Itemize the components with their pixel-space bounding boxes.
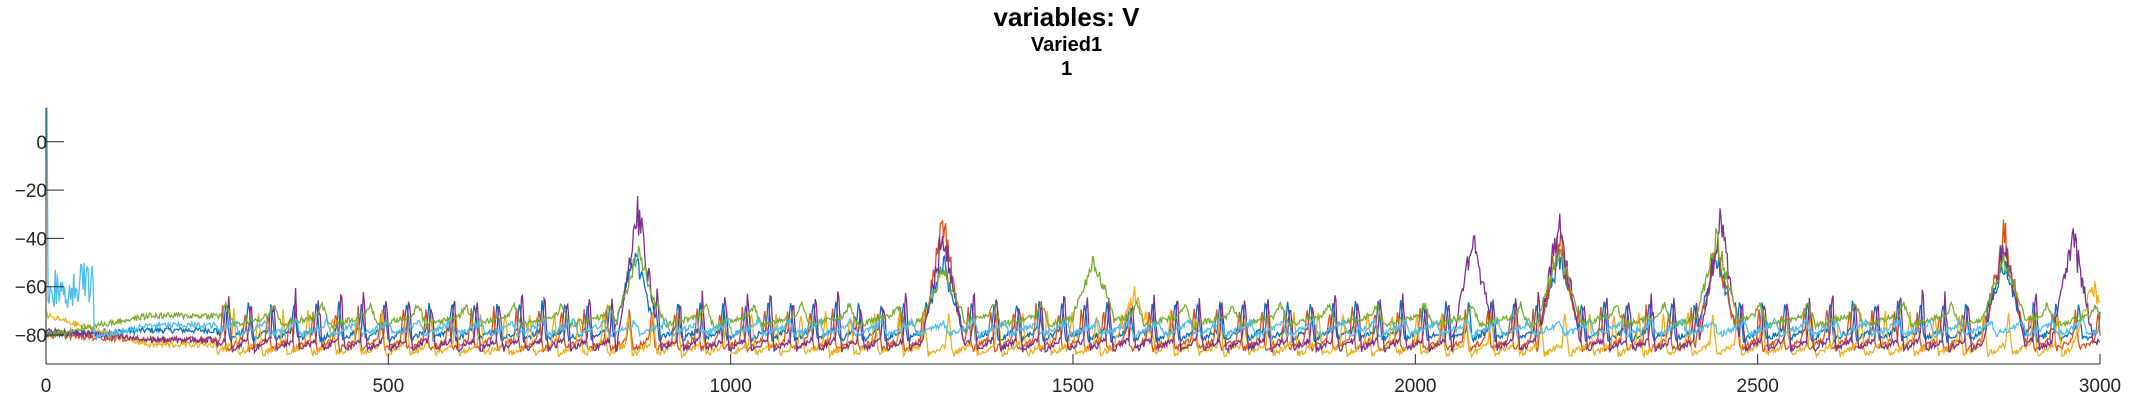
y-tick-label: −60 <box>15 278 47 299</box>
y-tick-label: −80 <box>15 326 47 347</box>
x-tick-label: 3000 <box>2079 376 2121 397</box>
x-tick-label: 0 <box>41 376 52 397</box>
chart-subtitle: Varied1 <box>1030 34 1103 57</box>
chart-title: variables: V <box>993 2 1140 32</box>
x-tick-label: 500 <box>372 376 404 397</box>
y-tick-label: 0 <box>36 133 47 154</box>
series-line-6 <box>46 107 2101 342</box>
x-tick-label: 1000 <box>710 376 752 397</box>
series-line-4 <box>45 195 2101 355</box>
y-tick-label: −20 <box>15 181 47 202</box>
series-line-5 <box>45 228 2101 338</box>
x-tick-label: 2500 <box>1737 376 1779 397</box>
axes-layer: 0 500 1000 1500 2000 2500 3000 0 −20 −40 −60 −80 <box>15 108 2121 397</box>
series-layer <box>45 107 2101 360</box>
x-tick-label: 2000 <box>1394 376 1436 397</box>
series-line-2 <box>45 219 2101 354</box>
y-tick-label: −40 <box>15 229 47 250</box>
x-tick-label: 1500 <box>1052 376 1094 397</box>
chart-subtitle-2: 1 <box>1060 58 1073 81</box>
